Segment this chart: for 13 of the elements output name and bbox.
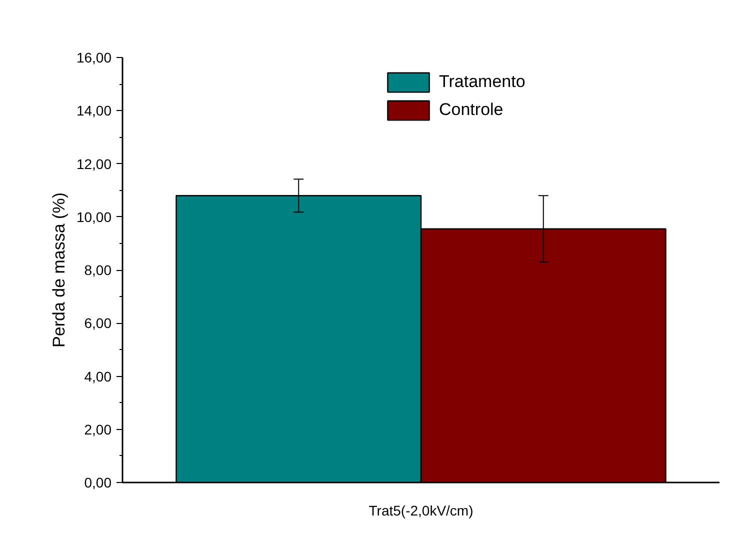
y-tick-label: 14,00 [76, 102, 112, 119]
y-tick-label: 16,00 [76, 50, 112, 66]
y-axis-title: Perda de massa (%) [49, 192, 68, 348]
y-tick-label: 8,00 [84, 262, 112, 278]
legend-label: Tratamento [439, 71, 526, 93]
y-tick-label: 0,00 [84, 474, 112, 490]
y-tick-label: 10,00 [76, 208, 112, 225]
y-tick-label: 4,00 [84, 368, 112, 384]
y-tick-label: 12,00 [76, 156, 112, 172]
y-tick-label: 2,00 [84, 421, 112, 438]
y-tick-label: 6,00 [84, 315, 112, 332]
x-tick-label: Trat5(-2,0kV/cm) [368, 502, 474, 518]
legend-label: Controle [439, 99, 504, 121]
